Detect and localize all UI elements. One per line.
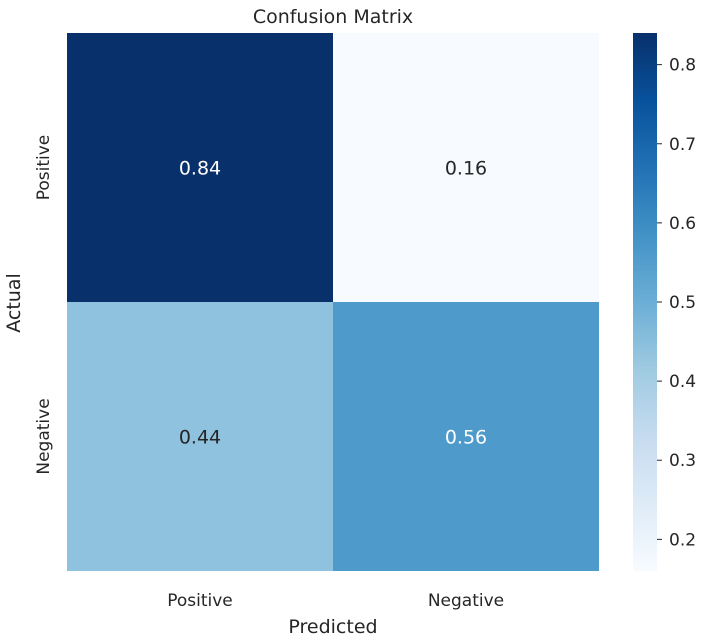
x-tick-labels: Positive Negative <box>167 591 504 611</box>
colorbar: 0.2 0.3 0.4 0.5 0.6 0.7 0.8 <box>633 33 696 571</box>
chart-title: Confusion Matrix <box>253 6 413 28</box>
y-axis-label: Actual <box>3 273 25 333</box>
y-tick-label: Positive <box>34 135 54 201</box>
cell-value-label: 0.44 <box>179 427 221 449</box>
heatmap-cells: 0.84 0.16 0.44 0.56 <box>67 33 599 571</box>
cell-value-label: 0.56 <box>445 427 487 449</box>
y-tick-label: Negative <box>34 398 54 474</box>
x-tick-label: Positive <box>167 591 233 611</box>
x-tick-label: Negative <box>428 591 504 611</box>
colorbar-tick-label: 0.3 <box>669 451 696 471</box>
colorbar-tick-label: 0.8 <box>669 56 696 76</box>
colorbar-tick-label: 0.5 <box>669 293 696 313</box>
cell-value-label: 0.16 <box>445 158 487 180</box>
cell-negative-negative <box>333 302 599 571</box>
cell-negative-positive <box>67 302 333 571</box>
colorbar-tick-label: 0.6 <box>669 214 696 234</box>
x-axis-label: Predicted <box>288 616 377 638</box>
colorbar-tick-label: 0.4 <box>669 372 696 392</box>
y-tick-labels: Positive Negative <box>34 135 54 475</box>
cell-positive-negative <box>333 33 599 302</box>
colorbar-tick-label: 0.7 <box>669 135 696 155</box>
cell-value-label: 0.84 <box>179 158 221 180</box>
colorbar-tick-label: 0.2 <box>669 530 696 550</box>
colorbar-gradient <box>633 33 657 571</box>
cell-positive-positive <box>67 33 333 302</box>
